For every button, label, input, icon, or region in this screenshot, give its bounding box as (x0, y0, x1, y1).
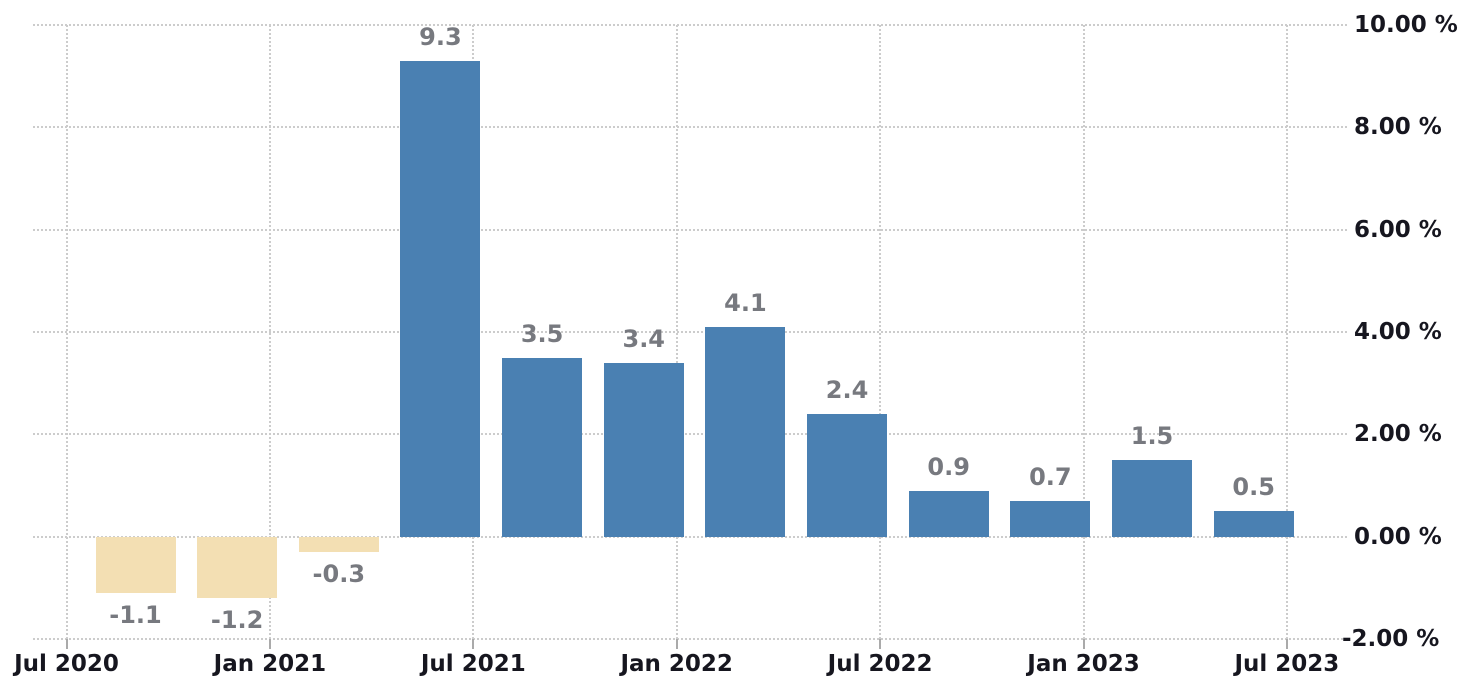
x-axis-tick (472, 639, 475, 650)
bar-value-label: 3.5 (520, 319, 564, 348)
vertical-gridline (1082, 25, 1085, 640)
x-axis-tick (1285, 639, 1288, 650)
horizontal-gridline (33, 638, 1347, 641)
x-axis-label: Jul 2020 (14, 651, 119, 677)
x-axis-label: Jul 2021 (420, 651, 526, 677)
bar-value-label: 4.1 (724, 288, 767, 317)
bar-value-label: 3.4 (622, 324, 666, 353)
horizontal-gridline (33, 228, 1347, 231)
y-axis-label: 0.00 % (1354, 523, 1442, 550)
x-axis-tick (1082, 639, 1085, 650)
bar-value-label: 0.7 (1029, 462, 1072, 491)
bar[interactable] (502, 357, 583, 537)
x-axis-tick (879, 639, 882, 650)
x-axis-label: Jan 2023 (1027, 651, 1140, 677)
bar[interactable] (1010, 500, 1091, 537)
y-axis-label: 8.00 % (1354, 114, 1442, 141)
bar[interactable] (197, 536, 278, 599)
y-axis-label: 10.00 % (1354, 12, 1458, 38)
bar[interactable] (298, 536, 379, 553)
bar[interactable] (807, 413, 888, 537)
bar[interactable] (705, 326, 786, 537)
bar-value-label: 9.3 (419, 22, 462, 51)
bar[interactable] (95, 536, 176, 593)
bar-value-label: 2.4 (825, 375, 869, 404)
bar[interactable] (400, 60, 481, 537)
bar-value-label: -1.2 (210, 606, 264, 635)
bar[interactable] (1213, 511, 1294, 537)
vertical-gridline (879, 25, 882, 640)
vertical-gridline (65, 25, 68, 640)
vertical-gridline (268, 25, 271, 640)
x-axis-label: Jul 2023 (1234, 651, 1340, 677)
bar[interactable] (1112, 459, 1192, 537)
bar-value-label: -0.3 (312, 560, 366, 589)
y-axis-label: -2.00 % (1342, 626, 1440, 653)
x-axis-tick (675, 639, 678, 650)
y-axis-label: 4.00 % (1354, 319, 1442, 346)
horizontal-gridline (33, 331, 1347, 334)
x-axis-label: Jan 2022 (620, 651, 733, 677)
x-axis-tick (268, 639, 271, 650)
bar[interactable] (603, 362, 684, 537)
vertical-gridline (1285, 25, 1288, 640)
vertical-gridline (675, 25, 678, 640)
y-axis-label: 6.00 % (1354, 216, 1442, 243)
horizontal-gridline (33, 535, 1347, 538)
bar-value-label: 1.5 (1130, 421, 1174, 450)
x-axis-tick (65, 639, 68, 650)
y-axis-label: 2.00 % (1354, 421, 1442, 448)
horizontal-gridline (33, 433, 1347, 436)
bar[interactable] (908, 490, 989, 537)
bar-value-label: 0.5 (1232, 473, 1275, 502)
bar-value-label: -1.1 (109, 600, 162, 629)
horizontal-gridline (33, 24, 1347, 26)
x-axis-label: Jan 2021 (213, 651, 327, 677)
x-axis-label: Jul 2022 (827, 651, 933, 677)
bar-value-label: 0.9 (927, 452, 970, 481)
horizontal-gridline (33, 126, 1347, 129)
